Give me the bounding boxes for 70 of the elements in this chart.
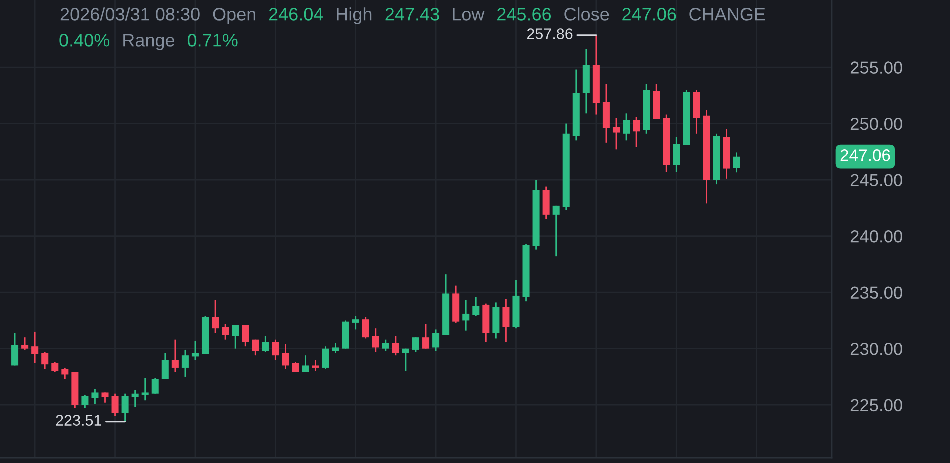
candlestick bbox=[292, 362, 300, 374]
annotation: 257.86 bbox=[527, 28, 573, 40]
candlestick bbox=[322, 346, 330, 370]
candlestick bbox=[172, 339, 179, 374]
candlestick bbox=[22, 336, 29, 351]
y-tick-label: 235.00 bbox=[850, 286, 902, 300]
candlestick bbox=[352, 316, 360, 330]
candlestick bbox=[332, 342, 340, 354]
candlestick bbox=[232, 324, 240, 350]
y-tick-label: 255.00 bbox=[850, 62, 902, 74]
candlestick bbox=[462, 300, 470, 332]
annotation: High bbox=[337, 8, 372, 24]
candlestick bbox=[242, 324, 250, 348]
annotation: Low bbox=[453, 8, 485, 21]
y-tick-label: 250.00 bbox=[850, 118, 902, 130]
text: 247.06 bbox=[840, 150, 890, 162]
candlestick bbox=[733, 152, 740, 174]
annotation: 246.04 bbox=[269, 8, 324, 21]
candlestick bbox=[182, 349, 189, 378]
candlestick bbox=[312, 359, 320, 372]
annotation: 245.66 bbox=[498, 8, 552, 21]
candlestick bbox=[162, 352, 169, 380]
candlestick bbox=[422, 323, 430, 350]
candlestick bbox=[212, 300, 220, 334]
annotation: 223.51 bbox=[56, 415, 102, 426]
candlestick bbox=[623, 112, 630, 142]
annotation: 247.06 bbox=[622, 8, 676, 21]
candlestick bbox=[472, 296, 480, 317]
candlestick bbox=[62, 367, 69, 380]
chart-title: 2026/03/31 08:30 bbox=[60, 8, 200, 21]
candlestick bbox=[382, 339, 390, 352]
candlestick bbox=[42, 352, 49, 370]
candlestick bbox=[432, 329, 440, 352]
candlestick bbox=[673, 136, 680, 173]
candlestick bbox=[392, 336, 400, 356]
candlestick bbox=[612, 117, 620, 150]
annotation: 247.43 bbox=[386, 8, 440, 21]
candlestick bbox=[502, 298, 510, 343]
candlestick bbox=[52, 362, 59, 374]
annotation: 0.40% bbox=[60, 34, 110, 47]
candlestick bbox=[412, 336, 420, 353]
candlestick bbox=[102, 392, 109, 404]
candlestick bbox=[282, 344, 290, 370]
y-tick-label: 245.00 bbox=[850, 174, 902, 187]
annotation: Close bbox=[564, 8, 610, 21]
candlestick bbox=[552, 205, 560, 258]
annotation: Range bbox=[124, 34, 175, 50]
candlestick bbox=[262, 336, 270, 353]
candlestick bbox=[142, 377, 149, 402]
y-tick-label: 225.00 bbox=[850, 399, 902, 412]
y-tick-label: 240.00 bbox=[850, 230, 902, 243]
candlestick bbox=[82, 394, 89, 410]
candlestick bbox=[112, 393, 119, 418]
candlestick bbox=[272, 339, 280, 361]
candlestick bbox=[222, 323, 230, 341]
candlestick bbox=[302, 354, 310, 374]
annotation: 0.71% bbox=[188, 34, 238, 47]
candlestick bbox=[372, 328, 380, 353]
candlestick bbox=[633, 116, 640, 148]
candlestick bbox=[362, 316, 370, 340]
candlestick bbox=[122, 393, 129, 423]
candlestick bbox=[402, 348, 410, 372]
y-tick-label: 230.00 bbox=[850, 343, 902, 356]
candlestick bbox=[12, 332, 19, 366]
candlestick bbox=[152, 377, 159, 395]
annotation: CHANGE bbox=[690, 8, 766, 21]
annotation: Open bbox=[213, 8, 256, 24]
candlestick bbox=[92, 388, 99, 405]
candlestick bbox=[252, 339, 260, 356]
candlestick bbox=[32, 331, 39, 364]
